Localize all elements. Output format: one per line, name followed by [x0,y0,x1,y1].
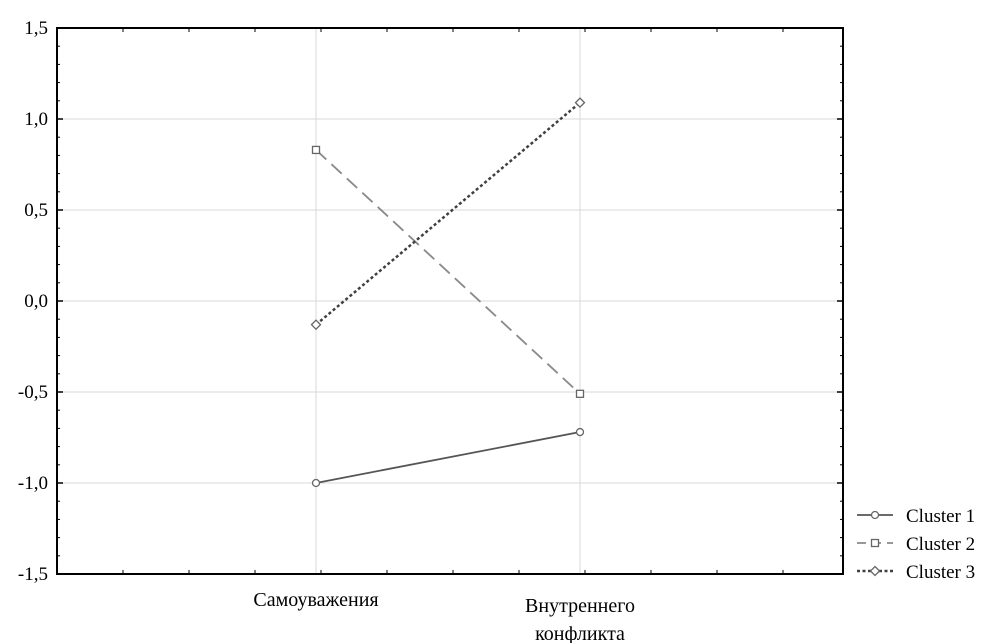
y-tick-label: 0,5 [24,200,48,221]
y-tick-label: 0,0 [24,291,48,312]
y-axis-tick-labels: 1,5 1,0 0,5 0,0 -0,5 -1,0 -1,5 [18,18,48,585]
data-point-diamond [574,97,586,109]
data-point-diamond [310,319,322,331]
legend-label: Cluster 2 [906,534,975,555]
series-3 [310,97,586,331]
legend-item: Cluster 2 [857,534,975,555]
legend-item: Cluster 3 [857,562,975,583]
y-tick-label: 1,5 [24,18,48,39]
series-group [310,97,586,488]
legend-label: Cluster 3 [906,562,975,583]
x-category-label-line: Самоуважения [253,589,378,611]
legend-marker-circle [870,510,880,520]
data-point-square [575,389,585,398]
data-point-circle [311,478,321,488]
series-line-cluster-2 [315,149,581,395]
x-category-label-line: конфликта [535,623,625,643]
x-category-label-line: Внутреннего [525,595,635,617]
grid [57,28,843,574]
x-axis-category-labels: Самоуважения Внутреннего конфликта [253,589,635,643]
x-category-label: Самоуважения [253,589,378,611]
legend: Cluster 1 Cluster 2 Cluster 3 [857,506,975,583]
series-line-cluster-1 [315,431,581,484]
series-1 [311,427,585,488]
y-tick-label: 1,0 [24,109,48,130]
series-line-cluster-3 [315,101,581,326]
series-2 [311,145,585,398]
legend-label: Cluster 1 [906,506,975,527]
legend-marker-square [870,538,880,548]
y-tick-label: -1,0 [18,473,48,494]
legend-item: Cluster 1 [857,506,975,527]
y-tick-label: -1,5 [18,564,48,585]
y-tick-label: -0,5 [18,382,48,403]
x-category-label: Внутреннего конфликта [525,595,635,643]
axis-ticks [56,27,843,575]
data-point-square [311,145,321,155]
legend-marker-diamond [869,565,881,577]
data-point-circle [575,427,585,437]
